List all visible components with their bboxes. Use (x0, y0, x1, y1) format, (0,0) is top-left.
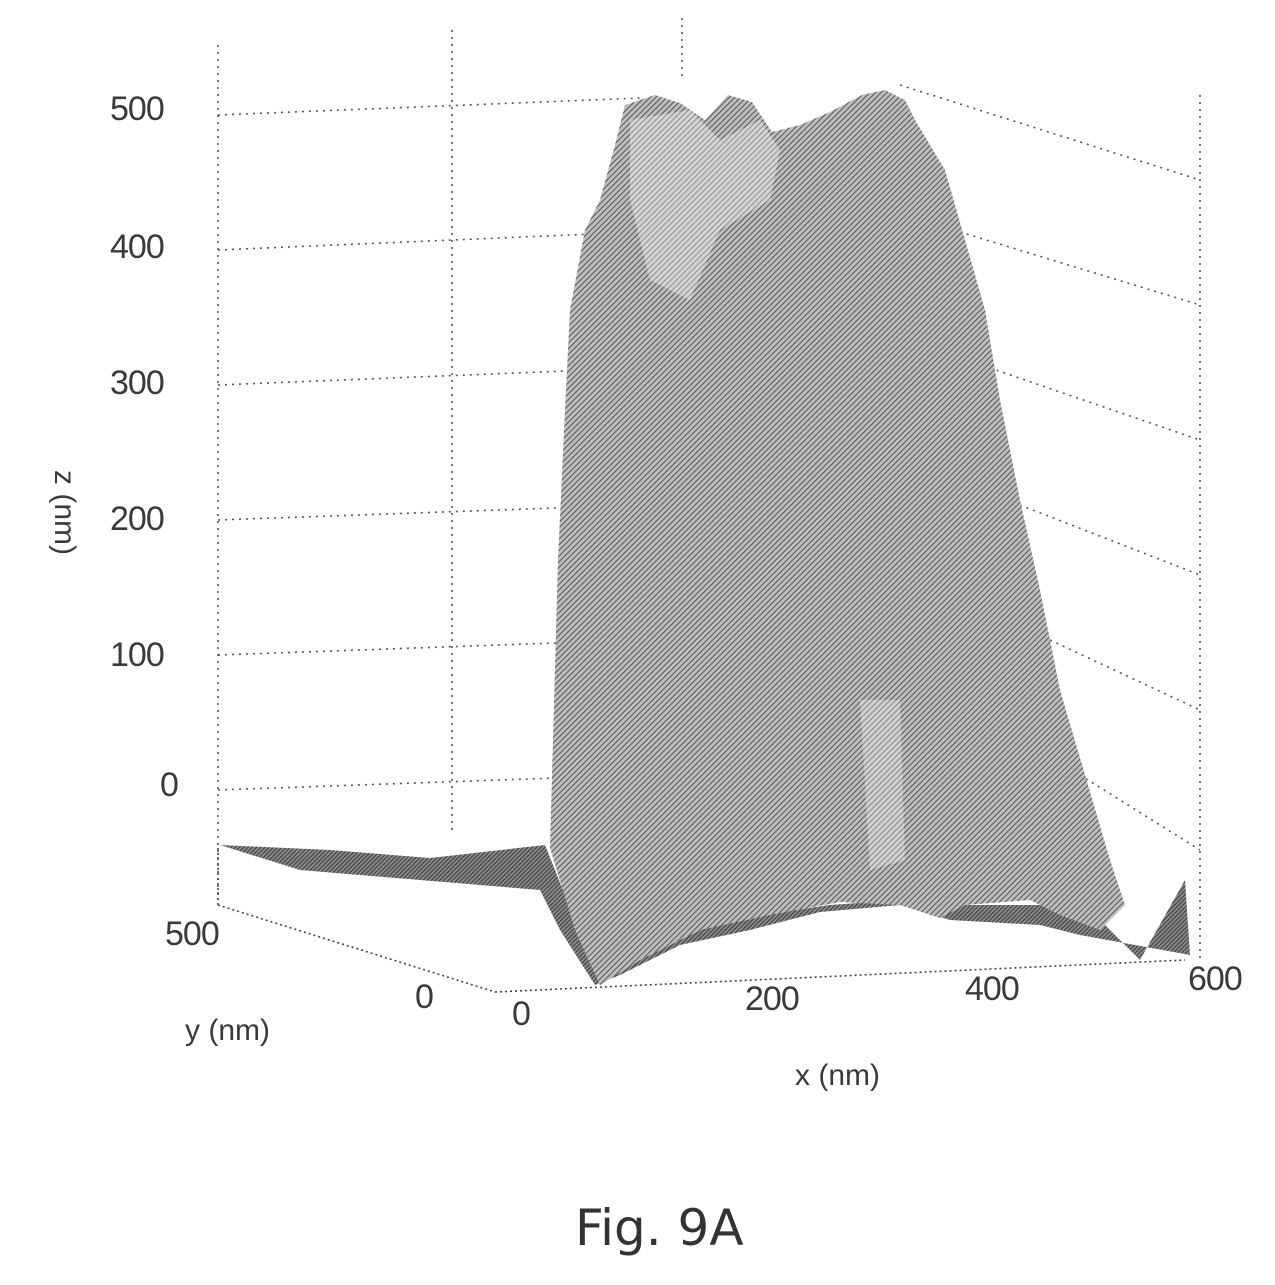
z-axis-label: z (nm) (48, 470, 81, 555)
surface (220, 90, 1190, 985)
x-tick-label: 200 (745, 980, 799, 1018)
surface-mesa (550, 90, 1125, 985)
x-tick-label: 400 (965, 970, 1019, 1008)
y-tick-label: 500 (165, 915, 219, 953)
x-axis: 0 200 400 600 x (nm) (512, 960, 1243, 1092)
y-axis: 500 0 y (nm) (165, 915, 434, 1047)
x-tick-label: 0 (512, 995, 530, 1033)
z-tick-label: 200 (110, 500, 164, 538)
y-tick-label: 0 (415, 978, 433, 1016)
z-tick-label: 300 (110, 364, 164, 402)
surface-highlight-lower (860, 700, 905, 870)
surface-floor-left (220, 845, 1190, 985)
x-axis-label: x (nm) (795, 1059, 880, 1092)
z-tick-label: 500 (110, 90, 164, 128)
z-tick-label: 100 (110, 636, 164, 674)
z-axis: 500 400 300 200 100 0 z (nm) (48, 90, 179, 804)
x-tick-label: 600 (1188, 960, 1242, 998)
surface-highlight (630, 110, 780, 300)
grid-lines (217, 18, 1201, 993)
y-axis-label: y (nm) (185, 1014, 270, 1047)
z-tick-label: 0 (160, 766, 178, 804)
z-tick-label: 400 (110, 228, 164, 266)
figure-caption: Fig. 9A (575, 1199, 744, 1257)
